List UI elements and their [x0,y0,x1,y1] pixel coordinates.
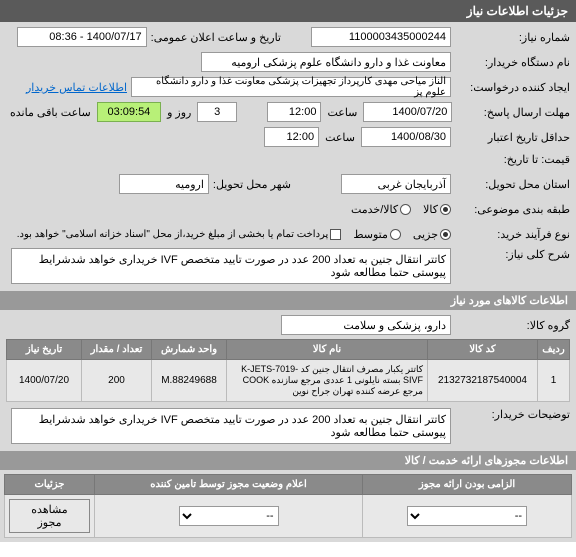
mandatory-select[interactable]: -- [407,506,527,526]
cell-status: -- [95,495,363,538]
cell-unit: M.88249688 [152,360,227,402]
th-unit: واحد شمارش [152,340,227,360]
radio-icon [390,229,401,240]
th-code: کد کالا [428,340,538,360]
announce-label: تاریخ و ساعت اعلان عمومی: [151,31,281,44]
city-field: ارومیه [119,174,209,194]
pt-check-note[interactable]: پرداخت تمام یا بخشی از مبلغ خرید،از محل … [17,229,342,240]
class-service-label: کالا/خدمت [351,203,398,216]
goods-header-text: اطلاعات کالاهای مورد نیاز [451,295,568,307]
days-field: 3 [197,102,237,122]
deadline-date-field: 1400/07/20 [363,102,452,122]
goods-table: ردیف کد کالا نام کالا واحد شمارش تعداد /… [6,339,570,402]
goods-area: گروه کالا: دارو، پزشکی و سلامت ردیف کد ک… [0,310,576,451]
radio-icon [440,204,451,215]
th-date: تاریخ نیاز [7,340,82,360]
radio-icon [400,204,411,215]
desc-field: کاتتر انتقال جنین به تعداد 200 عدد در صو… [11,248,451,284]
countdown-field: 03:09:54 [97,102,161,122]
class-radio-goods[interactable]: کالا [423,203,451,216]
cell-code: 2132732187540004 [428,360,538,402]
buyer-org-field: معاونت غذا و دارو دانشگاه علوم پزشکی ارو… [201,52,451,72]
class-radio-group: کالا کالا/خدمت [351,203,451,216]
purchase-type-label: نوع فرآیند خرید: [455,228,570,241]
contact-link[interactable]: اطلاعات تماس خریدار [26,81,127,94]
cell-name: کاتتر یکبار مصرف انتقال جنین کد K-JETS-7… [227,360,428,402]
view-permit-button[interactable]: مشاهده مجوز [9,499,90,533]
need-no-field: 1100003435000244 [311,27,451,47]
permits-header: اطلاعات مجوزهای ارائه خدمت / کالا [0,451,576,470]
desc-label: شرح کلی نیاز: [455,248,570,261]
goods-header: اطلاعات کالاهای مورد نیاز [0,291,576,310]
city-label: شهر محل تحویل: [213,178,291,191]
hour-label-2: ساعت [325,131,355,144]
remain-label: ساعت باقی مانده [10,106,91,119]
buyer-notes-label: توضیحات خریدار: [455,408,570,421]
pt-radio-low[interactable]: جزیی [413,228,451,241]
permits-row: -- -- مشاهده مجوز [5,495,572,538]
panel-header: جزئیات اطلاعات نیاز [0,0,576,22]
permits-area: الزامی بودن ارائه مجوز اعلام وضعیت مجوز … [0,470,576,542]
permits-header-text: اطلاعات مجوزهای ارائه خدمت / کالا [405,455,568,467]
hour-label-1: ساعت [327,106,357,119]
pt-radio-mid[interactable]: متوسط [353,228,401,241]
days-label: روز و [167,106,191,119]
status-select[interactable]: -- [179,506,279,526]
permits-table: الزامی بودن ارائه مجوز اعلام وضعیت مجوز … [4,474,572,538]
requester-field: الناز میاحی مهدی کارپرداز تجهیزات پزشکی … [131,77,451,97]
cell-date: 1400/07/20 [7,360,82,402]
permits-header-row: الزامی بودن ارائه مجوز اعلام وضعیت مجوز … [5,475,572,495]
group-label: گروه کالا: [455,319,570,332]
th-details: جزئیات [5,475,95,495]
deadline-label: مهلت ارسال پاسخ: [456,106,570,119]
announce-field: 1400/07/17 - 08:36 [17,27,147,47]
pt-mid-label: متوسط [353,228,388,241]
requester-label: ایجاد کننده درخواست: [455,81,570,94]
validity-date-field: 1400/08/30 [361,127,451,147]
checkbox-icon [330,229,341,240]
need-no-label: شماره نیاز: [455,31,570,44]
cell-details: مشاهده مجوز [5,495,95,538]
buyer-notes-field: کاتتر انتقال جنین به تعداد 200 عدد در صو… [11,408,451,444]
group-field: دارو، پزشکی و سلامت [281,315,451,335]
buyer-org-label: نام دستگاه خریدار: [455,56,570,69]
table-row[interactable]: 1 2132732187540004 کاتتر یکبار مصرف انتق… [7,360,570,402]
th-name: نام کالا [227,340,428,360]
form-area: شماره نیاز: 1100003435000244 تاریخ و ساع… [0,22,576,291]
purchase-type-group: جزیی متوسط پرداخت تمام یا بخشی از مبلغ خ… [17,228,451,241]
panel-title: جزئیات اطلاعات نیاز [467,4,568,18]
validity-label: حداقل تاریخ اعتبار [455,131,570,144]
class-radio-service[interactable]: کالا/خدمت [351,203,411,216]
cell-idx: 1 [538,360,570,402]
th-mandatory: الزامی بودن ارائه مجوز [363,475,572,495]
cell-mandatory: -- [363,495,572,538]
pt-low-label: جزیی [413,228,438,241]
cell-qty: 200 [82,360,152,402]
class-goods-label: کالا [423,203,438,216]
province-label: استان محل تحویل: [455,178,570,191]
deadline-time-field: 12:00 [267,102,321,122]
table-header-row: ردیف کد کالا نام کالا واحد شمارش تعداد /… [7,340,570,360]
th-qty: تعداد / مقدار [82,340,152,360]
radio-icon [440,229,451,240]
pt-note-label: پرداخت تمام یا بخشی از مبلغ خرید،از محل … [17,229,329,240]
validity-time-field: 12:00 [264,127,319,147]
th-status: اعلام وضعیت مجوز توسط تامین کننده [95,475,363,495]
class-label: طبقه بندی موضوعی: [455,203,570,216]
th-row: ردیف [538,340,570,360]
province-field: آذربایجان غربی [341,174,451,194]
until-label: قیمت: تا تاریخ: [455,153,570,166]
